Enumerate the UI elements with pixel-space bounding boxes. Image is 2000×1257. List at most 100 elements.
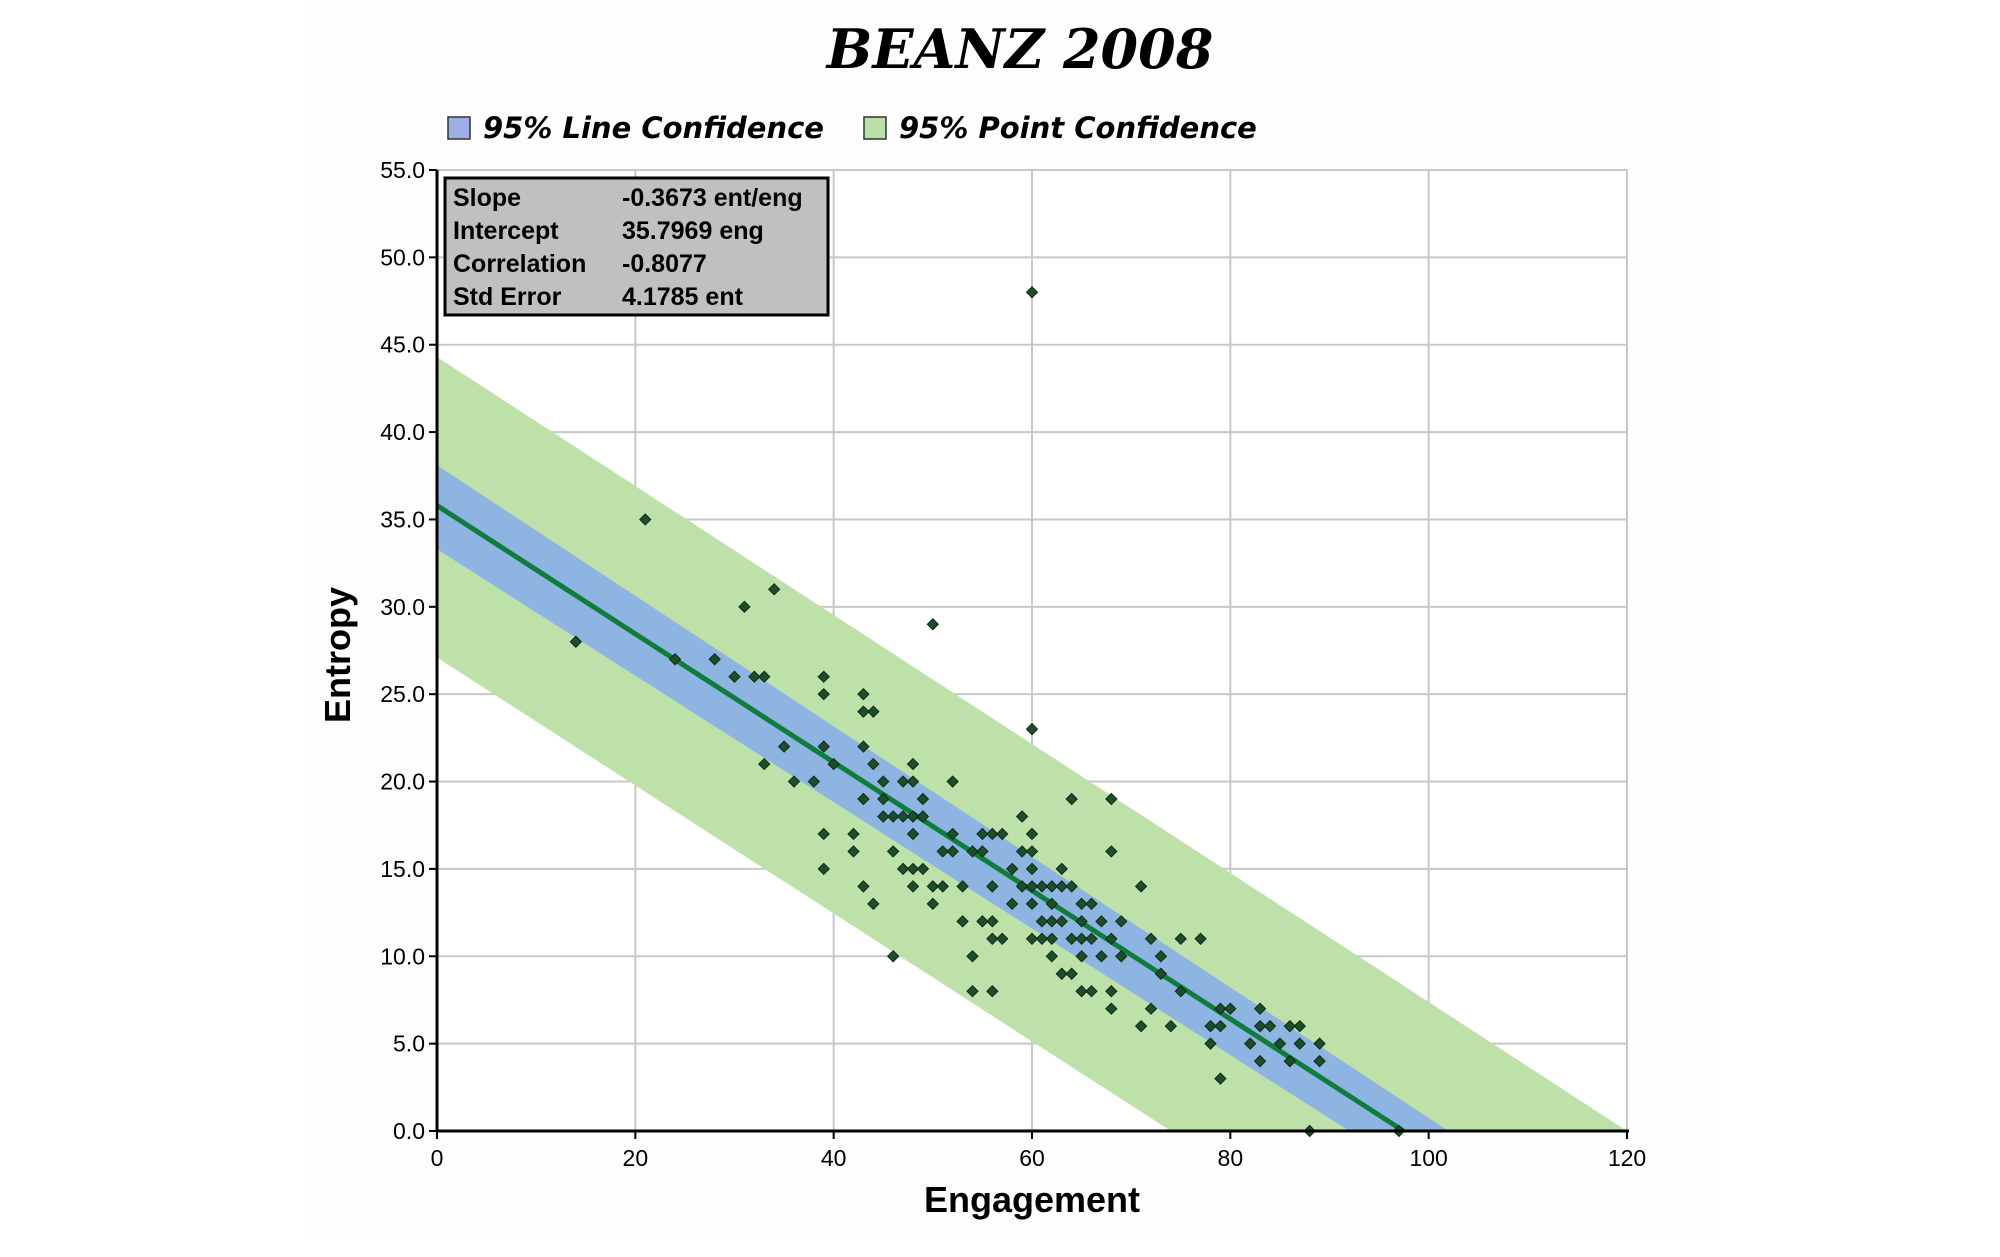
data-point <box>956 915 969 928</box>
y-tick-label: 40.0 <box>380 419 425 445</box>
data-point <box>1075 915 1088 928</box>
data-point <box>569 635 583 648</box>
stat-value-std-error: 4.1785 ent <box>622 283 744 311</box>
data-point <box>1105 845 1118 858</box>
data-point <box>1144 1002 1158 1015</box>
stats-box-background <box>443 176 830 317</box>
data-point <box>1065 932 1078 946</box>
data-point <box>708 653 721 666</box>
data-point <box>1105 792 1118 806</box>
data-point <box>877 810 890 823</box>
y-tick-label: 55.0 <box>380 157 425 183</box>
point-confidence-band <box>437 356 1626 1130</box>
data-point <box>996 932 1009 946</box>
data-point <box>1075 950 1088 963</box>
data-point <box>748 670 761 683</box>
data-point <box>1204 1019 1217 1033</box>
data-point <box>777 740 791 753</box>
data-point <box>1055 880 1068 893</box>
stat-label-correlation: Correlation <box>453 250 586 278</box>
chart-title: BEANZ 2008 <box>825 17 1214 81</box>
data-point <box>817 687 830 701</box>
data-point <box>857 687 870 701</box>
data-point <box>936 880 949 893</box>
data-point <box>896 862 910 876</box>
data-point <box>1025 897 1039 911</box>
data-point <box>857 880 870 893</box>
data-point <box>1214 1002 1227 1015</box>
data-point <box>1243 1037 1257 1050</box>
data-point <box>867 705 880 718</box>
data-point <box>906 862 920 876</box>
data-point <box>1095 915 1108 928</box>
stat-value-slope: -0.3673 ent/eng <box>622 184 803 212</box>
data-point <box>1015 880 1029 893</box>
x-tick-label: 100 <box>1409 1145 1447 1171</box>
data-point <box>1273 1037 1287 1050</box>
data-point <box>738 600 751 614</box>
legend-label-point-confidence: 95% Point Confidence <box>899 111 1257 145</box>
y-tick-label: 5.0 <box>393 1031 425 1057</box>
data-point <box>1025 827 1039 841</box>
data-point <box>1204 1037 1217 1050</box>
data-point <box>1065 792 1078 806</box>
data-point <box>976 845 989 858</box>
data-point <box>639 513 652 526</box>
data-point <box>1085 985 1098 998</box>
data-point <box>1253 1002 1267 1015</box>
data-point <box>886 950 900 963</box>
data-point <box>886 845 900 858</box>
data-point <box>758 670 771 683</box>
data-point <box>1055 862 1068 876</box>
data-point <box>1025 932 1039 946</box>
legend-swatch-point-confidence <box>863 116 887 140</box>
data-point <box>877 775 890 788</box>
x-ticks: 0 20 40 60 80 100 120 <box>431 1131 1646 1171</box>
data-point <box>926 880 940 893</box>
data-point <box>857 740 870 753</box>
data-point <box>886 810 900 823</box>
data-point <box>1283 1054 1297 1068</box>
data-point <box>1214 1019 1227 1033</box>
data-point <box>817 862 830 876</box>
data-point <box>1045 915 1059 928</box>
stat-label-intercept: Intercept <box>453 217 559 245</box>
data-point <box>758 757 771 771</box>
data-point <box>966 985 979 998</box>
data-point <box>926 618 940 631</box>
stat-value-correlation: -0.8077 <box>622 250 707 278</box>
data-point <box>1263 1019 1277 1033</box>
data-point <box>986 915 999 928</box>
data-point <box>857 705 870 718</box>
data-point <box>986 985 999 998</box>
data-point <box>1194 932 1207 946</box>
y-axis-label: Entropy <box>317 587 358 723</box>
data-point <box>1035 932 1049 946</box>
data-point <box>1115 915 1128 928</box>
data-point <box>1095 950 1108 963</box>
y-tick-label: 50.0 <box>380 244 425 270</box>
data-point <box>817 740 830 753</box>
x-tick-label: 80 <box>1218 1145 1244 1171</box>
data-point <box>1154 950 1168 963</box>
y-ticks: 0.0 5.0 10.0 15.0 20.0 25.0 30.0 35.0 40.0 45.0 50… <box>380 157 437 1144</box>
data-point <box>906 880 920 893</box>
data-point <box>1055 915 1068 928</box>
stat-label-std-error: Std Error <box>453 283 562 311</box>
y-tick-label: 45.0 <box>380 332 425 358</box>
x-tick-label: 0 <box>431 1145 444 1171</box>
confidence-bands <box>437 356 1626 1130</box>
scatter-chart: BEANZ 2008 95% Line Confidence 95% Point… <box>317 17 1646 1220</box>
data-point <box>1045 880 1059 893</box>
legend: 95% Line Confidence 95% Point Confidence <box>447 111 1257 145</box>
x-tick-label: 120 <box>1608 1145 1646 1171</box>
data-point <box>1025 845 1039 858</box>
data-point <box>1015 845 1029 858</box>
data-point <box>1293 1019 1306 1033</box>
data-point <box>1253 1019 1267 1033</box>
data-point <box>1085 897 1098 911</box>
data-point <box>1313 1037 1326 1050</box>
y-tick-label: 35.0 <box>380 506 425 532</box>
data-point <box>1045 950 1059 963</box>
stats-box: Slope -0.3673 ent/eng Intercept 35.7969 … <box>443 176 830 317</box>
